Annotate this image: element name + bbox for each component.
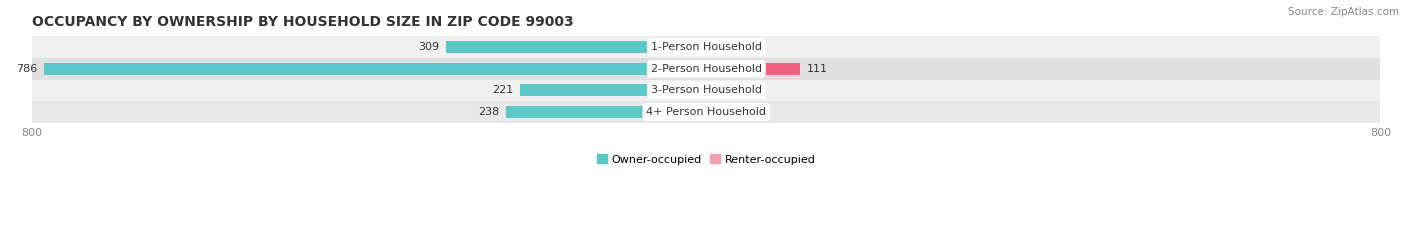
Bar [506,106,706,118]
Bar [32,58,1381,80]
Bar [706,106,747,118]
Text: 238: 238 [478,107,499,117]
Bar [32,101,1381,123]
Bar [706,84,742,96]
Bar [446,41,706,53]
Text: 786: 786 [15,64,37,74]
Bar [44,63,706,75]
Text: 111: 111 [807,64,828,74]
Bar [520,84,706,96]
Bar [32,80,1381,101]
Text: 1-Person Household: 1-Person Household [651,42,762,52]
Text: 42: 42 [748,85,762,95]
Text: OCCUPANCY BY OWNERSHIP BY HOUSEHOLD SIZE IN ZIP CODE 99003: OCCUPANCY BY OWNERSHIP BY HOUSEHOLD SIZE… [32,15,574,29]
Text: Source: ZipAtlas.com: Source: ZipAtlas.com [1288,7,1399,17]
Text: 48: 48 [754,107,768,117]
Text: 4+ Person Household: 4+ Person Household [647,107,766,117]
Legend: Owner-occupied, Renter-occupied: Owner-occupied, Renter-occupied [592,150,820,169]
Text: 2-Person Household: 2-Person Household [651,64,762,74]
Text: 309: 309 [418,42,439,52]
Bar [706,63,800,75]
Text: 24: 24 [734,42,748,52]
Text: 221: 221 [492,85,513,95]
Bar [32,37,1381,58]
Bar [706,41,727,53]
Text: 3-Person Household: 3-Person Household [651,85,762,95]
